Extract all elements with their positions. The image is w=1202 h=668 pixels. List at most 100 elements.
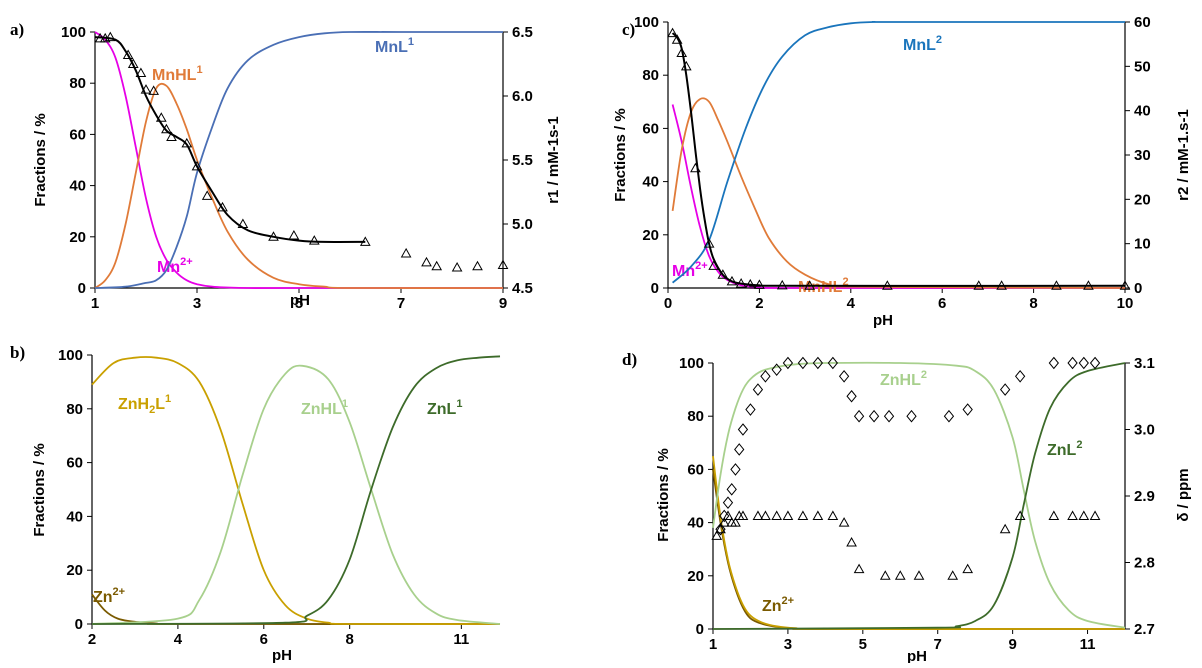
x-axis-label: pH — [290, 292, 310, 309]
panel-letter: a) — [10, 20, 24, 39]
y-tick-label: 20 — [69, 229, 86, 246]
series-label-znl2-part: ZnL — [1047, 442, 1077, 459]
data-point-diamond — [1089, 356, 1101, 370]
data-point-triangle — [962, 563, 974, 574]
y2-tick-label: 40 — [1134, 103, 1151, 120]
data-point-triangle — [127, 58, 139, 68]
y2-tick-label: 5.5 — [512, 152, 533, 169]
data-point-triangle — [853, 563, 865, 574]
series-label-znhl1-part: 1 — [342, 398, 348, 410]
series-label-mnl1: MnL1 — [375, 36, 414, 56]
series-label-zn2-part: Zn — [762, 598, 782, 615]
data-point-triangle — [776, 279, 788, 290]
data-point-triangle — [744, 278, 756, 289]
y2-tick-label: 2.9 — [1134, 488, 1155, 505]
series-label-zn2: Zn2+ — [762, 595, 794, 615]
x-axis-label: pH — [907, 648, 927, 663]
series-label-znl2: ZnL2 — [1047, 439, 1082, 459]
data-point-diamond — [797, 356, 809, 370]
y-tick-label: 100 — [679, 355, 704, 372]
panel-letter: d) — [622, 350, 637, 369]
y2-tick-label: 6.5 — [512, 24, 533, 41]
y2-tick-label: 60 — [1134, 14, 1151, 31]
series-label-mn2-part: 2+ — [180, 256, 193, 268]
data-point-diamond — [771, 363, 782, 376]
data-point-triangle — [882, 280, 893, 290]
data-point-diamond — [838, 370, 850, 383]
panel-letter: c) — [622, 20, 635, 39]
data-point-triangle — [752, 510, 764, 520]
y-tick-label: 0 — [75, 616, 83, 633]
y-tick-label: 0 — [696, 621, 704, 638]
data-point-triangle — [1051, 280, 1062, 290]
series-line-znl2 — [712, 362, 1126, 630]
series-label-znh2l1-part: ZnH — [118, 396, 149, 413]
series-label-znhl2-part: 2 — [921, 369, 927, 381]
data-point-triangle — [708, 260, 720, 270]
data-point-diamond — [853, 409, 865, 423]
x-axis-label: pH — [873, 312, 893, 329]
series-label-mnl1-part: 1 — [408, 36, 414, 48]
data-point-triangle — [804, 280, 816, 290]
x-axis-label: pH — [272, 647, 292, 663]
data-point-triangle — [421, 256, 432, 267]
series-label-znh2l1: ZnH2L1 — [118, 393, 171, 416]
data-point-diamond — [1078, 356, 1089, 370]
data-point-triangle — [718, 517, 730, 527]
data-point-triangle — [217, 201, 228, 212]
data-point-diamond — [737, 423, 749, 436]
data-point-diamond — [734, 443, 745, 456]
y2-tick-label: 2.8 — [1134, 555, 1155, 572]
x-tick-label: 5 — [859, 636, 867, 653]
data-point-triangle — [122, 49, 134, 60]
series-label-mnl2: MnL2 — [903, 34, 942, 54]
data-point-diamond — [730, 463, 741, 476]
data-point-triangle — [671, 34, 683, 44]
y-tick-label: 80 — [66, 401, 83, 418]
data-point-diamond — [760, 370, 771, 383]
series-label-znhl1: ZnHL1 — [301, 398, 348, 418]
data-point-triangle — [730, 517, 741, 527]
data-point-triangle — [771, 510, 783, 520]
series-label-znh2l1-part: 1 — [165, 393, 171, 405]
data-point-triangle — [754, 279, 765, 289]
data-point-triangle — [973, 280, 985, 290]
data-point-triangle — [181, 137, 193, 148]
data-point-triangle — [400, 247, 412, 258]
series-line-r1-fit — [94, 36, 366, 243]
data-point-triangle — [135, 67, 147, 77]
data-point-diamond — [719, 509, 730, 523]
data-point-triangle — [451, 262, 463, 272]
data-point-diamond — [1048, 356, 1059, 370]
y-tick-label: 80 — [69, 75, 86, 92]
series-label-znl1: ZnL1 — [427, 398, 462, 418]
x-tick-label: 0 — [664, 295, 672, 312]
x-tick-label: 6 — [260, 631, 268, 648]
data-point-diamond — [782, 356, 794, 370]
y-tick-label: 20 — [642, 227, 659, 244]
data-point-triangle — [999, 523, 1011, 534]
y2-tick-label: 5.0 — [512, 216, 533, 233]
series-line-r2-fit — [671, 32, 1126, 287]
x-tick-label: 4 — [174, 631, 183, 648]
data-point-diamond — [715, 522, 726, 536]
x-tick-label: 10 — [1117, 295, 1134, 312]
y-tick-label: 40 — [69, 178, 86, 195]
series-line-mnl2 — [671, 21, 1125, 284]
data-point-triangle — [812, 510, 824, 520]
x-tick-label: 9 — [1008, 636, 1016, 653]
series-line-znl1 — [91, 355, 501, 625]
data-point-triangle — [711, 530, 723, 540]
data-point-diamond — [1067, 356, 1078, 370]
data-point-triangle — [722, 510, 734, 520]
y2-tick-label: 3.1 — [1134, 355, 1155, 372]
y-tick-label: 40 — [66, 508, 83, 525]
data-point-triangle — [1083, 280, 1094, 290]
y-tick-label: 60 — [642, 120, 659, 137]
y2-tick-label: 20 — [1134, 191, 1151, 208]
series-label-mnl2-part: 2 — [936, 34, 942, 46]
data-point-diamond — [846, 389, 857, 403]
x-tick-label: 8 — [346, 631, 354, 648]
series-label-mn2-part: 2+ — [695, 260, 708, 272]
y2-tick-label: 10 — [1134, 236, 1151, 253]
